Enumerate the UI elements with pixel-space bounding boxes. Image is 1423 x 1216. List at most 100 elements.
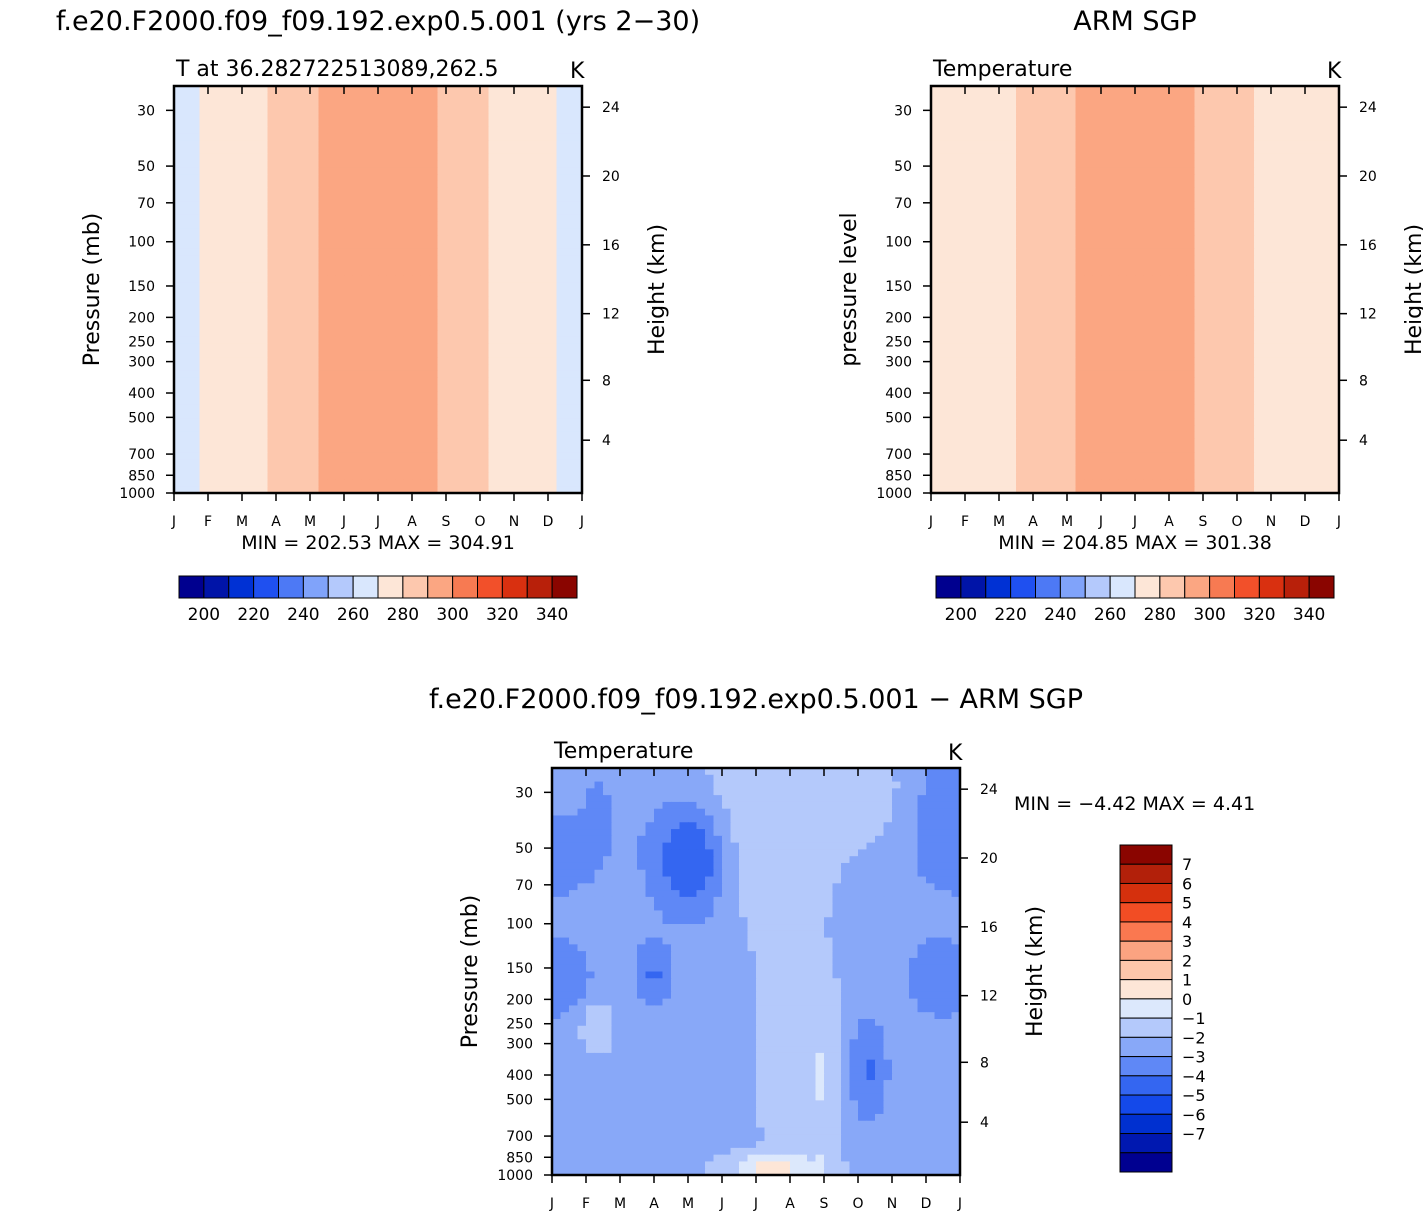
field-cell xyxy=(301,404,311,413)
field-cell xyxy=(1058,86,1068,94)
field-cell xyxy=(267,438,277,447)
field-cell xyxy=(276,282,286,291)
field-cell xyxy=(191,357,201,365)
field-cell xyxy=(1075,140,1085,148)
field-cell xyxy=(199,384,209,392)
field-cell xyxy=(965,99,975,107)
field-cell xyxy=(973,303,983,311)
field-cell xyxy=(301,486,311,494)
field-cell xyxy=(1126,126,1136,135)
field-cell xyxy=(310,201,320,209)
field-cell xyxy=(990,201,1000,209)
field-cell xyxy=(437,357,447,365)
field-cell xyxy=(1118,92,1128,101)
field-cell xyxy=(284,404,294,413)
x-tick-label: J xyxy=(375,514,380,530)
field-cell xyxy=(1092,316,1102,325)
field-cell xyxy=(318,323,328,331)
field-cell xyxy=(1126,296,1136,304)
field-cell xyxy=(233,404,243,413)
field-cell xyxy=(1169,303,1179,311)
field-cell xyxy=(1152,248,1162,257)
field-cell xyxy=(1220,255,1230,263)
field-cell xyxy=(446,370,456,379)
field-cell xyxy=(488,465,498,474)
field-cell xyxy=(1007,133,1017,141)
field-cell xyxy=(1211,99,1221,107)
field-cell xyxy=(1228,289,1238,297)
field-cell xyxy=(1313,180,1323,189)
field-cell xyxy=(318,174,328,182)
field-cell xyxy=(956,221,966,230)
field-cell xyxy=(931,248,941,257)
field-cell xyxy=(267,140,277,148)
field-cell xyxy=(318,296,328,304)
field-cell xyxy=(310,248,320,257)
field-cell xyxy=(386,160,396,168)
field-cell xyxy=(1211,160,1221,168)
field-cell xyxy=(1169,208,1179,216)
field-cell xyxy=(276,404,286,413)
field-cell xyxy=(284,391,294,399)
field-cell xyxy=(301,411,311,419)
field-cell xyxy=(369,438,379,447)
field-cell xyxy=(1254,242,1264,250)
field-cell xyxy=(301,445,311,453)
field-cell xyxy=(1237,343,1247,352)
field-cell xyxy=(191,316,201,325)
field-cell xyxy=(395,404,405,413)
field-cell xyxy=(1007,153,1017,162)
field-cell xyxy=(446,411,456,419)
field-cell xyxy=(174,160,184,168)
field-cell xyxy=(429,140,439,148)
field-cell xyxy=(1305,303,1315,311)
field-cell xyxy=(1228,167,1238,175)
field-cell xyxy=(514,303,524,311)
field-cell xyxy=(1101,262,1111,270)
field-cell xyxy=(1075,133,1085,141)
field-cell xyxy=(1135,330,1145,338)
field-cell xyxy=(344,208,354,216)
field-cell xyxy=(318,431,328,440)
field-cell xyxy=(539,309,549,318)
field-cell xyxy=(1313,330,1323,338)
field-cell xyxy=(395,364,405,372)
field-cell xyxy=(191,119,201,128)
field-cell xyxy=(1058,323,1068,331)
field-cell xyxy=(1126,350,1136,358)
field-cell xyxy=(225,86,235,94)
field-cell xyxy=(1143,167,1153,175)
field-cell xyxy=(182,309,192,318)
field-cell xyxy=(1322,153,1332,162)
field-cell xyxy=(369,86,379,94)
field-cell xyxy=(259,343,269,352)
y-tick-label: 200 xyxy=(128,310,155,326)
field-cell xyxy=(335,370,345,379)
field-cell xyxy=(395,303,405,311)
field-cell xyxy=(267,113,277,121)
field-cell xyxy=(990,208,1000,216)
field-cell xyxy=(335,323,345,331)
field-cell xyxy=(259,282,269,291)
field-cell xyxy=(318,255,328,263)
field-cell xyxy=(208,303,218,311)
field-cell xyxy=(471,255,481,263)
field-cell xyxy=(539,201,549,209)
field-cell xyxy=(225,153,235,162)
field-cell xyxy=(531,303,541,311)
field-cell xyxy=(344,452,354,460)
field-cell xyxy=(403,438,413,447)
field-cell xyxy=(931,309,941,318)
field-cell xyxy=(284,309,294,318)
field-cell xyxy=(395,119,405,128)
field-cell xyxy=(556,404,566,413)
field-cell xyxy=(327,119,337,128)
field-cell xyxy=(1194,153,1204,162)
field-cell xyxy=(522,86,532,94)
field-cell xyxy=(318,364,328,372)
field-cell xyxy=(242,174,252,182)
field-cell xyxy=(199,370,209,379)
field-cell xyxy=(191,309,201,318)
field-cell xyxy=(1143,343,1153,352)
field-cell xyxy=(1092,99,1102,107)
